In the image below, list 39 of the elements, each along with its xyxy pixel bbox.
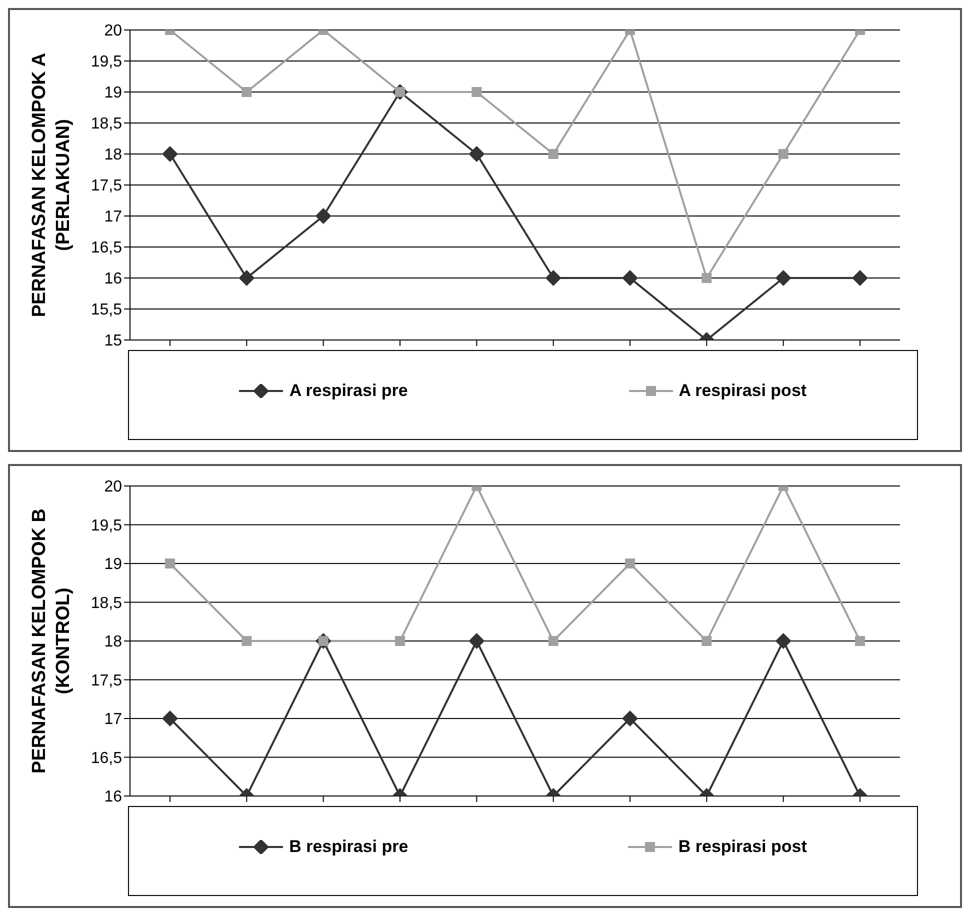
point bbox=[472, 87, 482, 97]
y-tick-label: 16,5 bbox=[90, 750, 122, 767]
point bbox=[778, 149, 788, 159]
y-axis-title: PERNAFASAN KELOMPOK A (PERLAKUAN) bbox=[29, 52, 74, 318]
legend-label: B respirasi pre bbox=[288, 837, 408, 857]
y-tick-label: 15,5 bbox=[90, 302, 122, 319]
point bbox=[852, 270, 868, 286]
y-tick-label: 18,5 bbox=[90, 594, 122, 612]
y-tick-label: 15 bbox=[104, 332, 122, 350]
y-tick-label: 19 bbox=[104, 84, 122, 102]
y-tick-label: 17,5 bbox=[90, 672, 122, 690]
y-tick-label: 19,5 bbox=[90, 517, 122, 534]
y-tick-label: 18 bbox=[104, 634, 122, 651]
y-tick-label: 18 bbox=[104, 146, 122, 164]
point bbox=[702, 273, 712, 283]
legend-label: A respirasi pre bbox=[288, 381, 408, 401]
point bbox=[242, 87, 252, 97]
legend-label: A respirasi post bbox=[678, 381, 807, 401]
y-tick-label: 18,5 bbox=[90, 116, 122, 133]
y-tick-label: 17,5 bbox=[90, 178, 122, 195]
point bbox=[622, 270, 638, 286]
point bbox=[545, 270, 562, 286]
point bbox=[162, 146, 178, 162]
point bbox=[775, 270, 792, 286]
y-tick-label: 19 bbox=[104, 556, 122, 574]
y-tick-label: 17 bbox=[104, 711, 122, 728]
y-tick-label: 19,5 bbox=[90, 54, 122, 71]
point bbox=[315, 208, 332, 224]
y-tick-label: 16 bbox=[104, 788, 122, 806]
y-tick-label: 17 bbox=[104, 208, 122, 226]
y-tick-label: 16 bbox=[104, 270, 122, 288]
point bbox=[238, 270, 255, 286]
y-tick-label: 16,5 bbox=[90, 240, 122, 257]
point bbox=[468, 146, 485, 162]
y-axis-title: PERNAFASAN KELOMPOK B (KONTROL) bbox=[29, 508, 74, 774]
y-tick-label: 20 bbox=[104, 478, 122, 496]
legend-label: B respirasi post bbox=[677, 837, 807, 857]
y-tick-label: 20 bbox=[104, 22, 122, 40]
point bbox=[548, 149, 558, 159]
